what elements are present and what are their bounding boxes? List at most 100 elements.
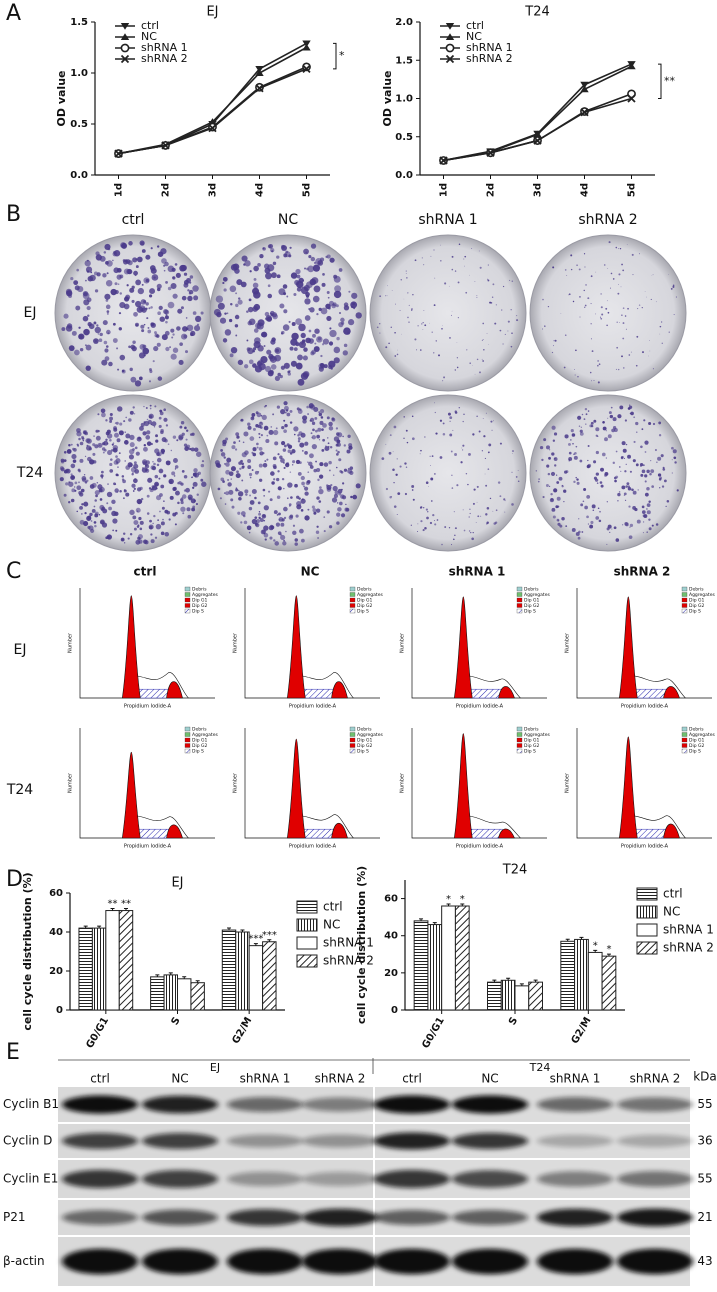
colony — [624, 315, 627, 317]
colony — [336, 336, 340, 341]
colony — [106, 502, 109, 505]
colony — [283, 292, 287, 296]
colony — [295, 362, 303, 370]
series-line — [443, 65, 632, 162]
colony — [439, 456, 443, 459]
colony — [616, 321, 618, 323]
colony — [547, 472, 551, 476]
colony — [80, 488, 85, 493]
colony — [220, 477, 225, 482]
colony — [636, 335, 639, 338]
colony — [646, 508, 648, 510]
colony — [607, 524, 612, 529]
colony — [269, 498, 273, 502]
chart-title: EJ — [171, 876, 183, 891]
legend-label: ctrl — [323, 900, 343, 914]
colony — [243, 431, 249, 437]
colony — [568, 460, 570, 462]
colony — [327, 437, 329, 439]
colony — [596, 482, 599, 484]
protein-label: β-actin — [3, 1254, 45, 1268]
colony — [308, 308, 311, 310]
colony — [595, 472, 599, 476]
colony — [436, 519, 439, 521]
colony — [163, 408, 167, 412]
colony — [584, 266, 586, 268]
g1-peak — [286, 595, 306, 699]
colony — [319, 462, 324, 467]
colony — [439, 419, 443, 422]
colony — [326, 416, 330, 420]
colony — [579, 295, 581, 298]
colony — [564, 269, 567, 271]
colony — [503, 498, 506, 501]
lane-label: shRNA 1 — [240, 1072, 291, 1086]
colony — [674, 461, 677, 464]
colony — [193, 295, 199, 301]
colony — [157, 519, 159, 522]
histogram: Propidium Iodide-ANumberDebrisAggregates… — [565, 727, 716, 850]
colony — [244, 364, 249, 369]
colony — [583, 289, 585, 292]
colony — [406, 277, 408, 279]
colony — [329, 329, 337, 338]
colony — [79, 347, 84, 352]
colony — [104, 356, 110, 361]
colony — [148, 307, 151, 310]
colony — [112, 529, 114, 532]
colony — [94, 513, 99, 518]
colony — [454, 453, 458, 456]
colony — [167, 286, 172, 291]
colony — [299, 528, 304, 534]
legend-swatch — [184, 732, 191, 737]
x-tick-label: S — [170, 1016, 183, 1028]
colony — [641, 505, 645, 509]
colony — [263, 495, 265, 497]
colony — [259, 421, 262, 424]
bar — [105, 910, 120, 1011]
colony — [66, 449, 72, 454]
colony — [321, 428, 324, 431]
band — [374, 1169, 450, 1189]
colony — [127, 269, 133, 275]
colony — [584, 505, 588, 510]
colony — [270, 525, 275, 530]
legend-label: shRNA 1 — [323, 936, 374, 950]
colony — [167, 301, 175, 309]
axis-label: Propidium Iodide-A — [621, 704, 669, 710]
colony — [335, 453, 339, 456]
legend-swatch — [349, 748, 356, 754]
colony — [585, 284, 587, 286]
colony — [335, 304, 339, 308]
colony — [68, 345, 75, 352]
colony — [84, 260, 91, 267]
colony — [319, 409, 325, 414]
colony — [671, 446, 674, 450]
colony — [142, 344, 147, 349]
series-line — [443, 97, 632, 162]
legend-swatch — [296, 918, 318, 932]
colony — [621, 485, 626, 490]
colony — [303, 248, 309, 255]
row-label: EJ — [14, 642, 27, 658]
colony — [478, 430, 481, 433]
colony — [316, 434, 320, 439]
colony — [276, 255, 280, 259]
colony — [589, 424, 593, 428]
colony — [149, 519, 152, 523]
axis-label: Propidium Iodide-A — [124, 704, 172, 710]
colony — [419, 453, 421, 455]
colony — [298, 277, 304, 284]
band — [452, 1095, 528, 1114]
colony — [330, 367, 333, 370]
colony — [650, 460, 652, 462]
colony — [351, 305, 354, 309]
colony — [308, 461, 313, 467]
legend-label: Dip S — [524, 609, 536, 615]
colony — [481, 358, 483, 360]
colony — [272, 413, 275, 416]
annotation: ** — [108, 899, 118, 910]
colony — [517, 470, 519, 471]
colony — [246, 347, 251, 352]
colony — [306, 405, 309, 409]
